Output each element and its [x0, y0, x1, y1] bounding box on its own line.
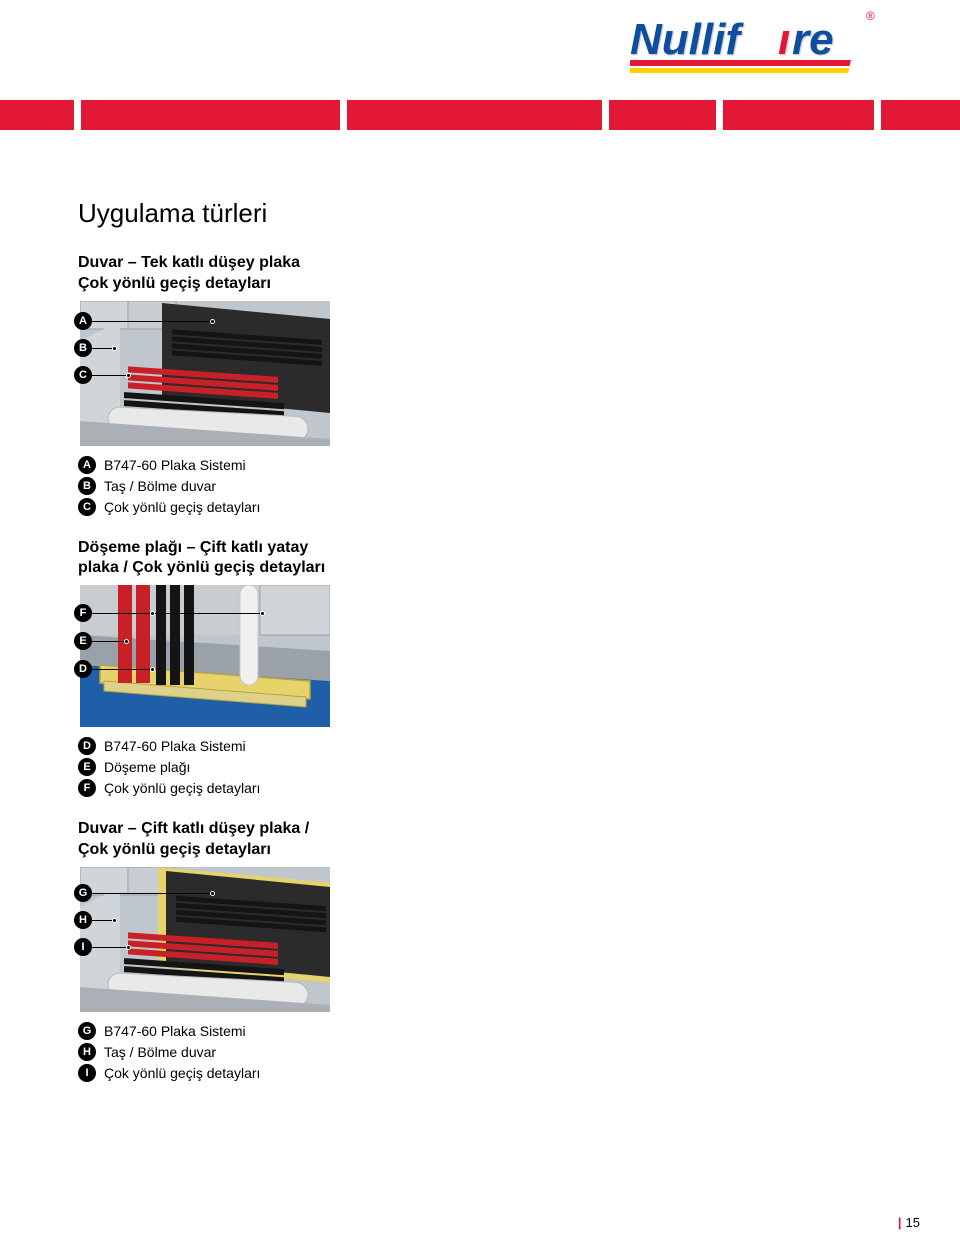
section-3-title-line-2: Çok yönlü geçiş detayları	[78, 841, 271, 858]
section-2-title-line-1: Döşeme plağı – Çift katlı yatay	[78, 539, 308, 556]
section-3: Duvar – Çift katlı düşey plaka / Çok yön…	[78, 819, 478, 1082]
section-1-title: Duvar – Tek katlı düşey plaka Çok yönlü …	[78, 253, 478, 295]
legend-text-i: Çok yönlü geçiş detayları	[104, 1065, 260, 1081]
marker-line	[92, 348, 114, 349]
header-gap	[602, 100, 609, 130]
legend-marker-b: B	[78, 477, 96, 495]
section-2: Döşeme plağı – Çift katlı yatay plaka / …	[78, 538, 478, 798]
legend-row: B Taş / Bölme duvar	[78, 477, 478, 495]
marker-line	[92, 669, 152, 670]
section-2-title: Döşeme plağı – Çift katlı yatay plaka / …	[78, 538, 478, 580]
legend-marker-f: F	[78, 779, 96, 797]
marker-dot	[126, 373, 131, 378]
legend-marker-e: E	[78, 758, 96, 776]
diagram-marker-a: A	[74, 312, 92, 330]
marker-line	[92, 920, 114, 921]
brand-logo: Nullif ı re ®	[630, 8, 880, 78]
diagram-marker-h: H	[74, 911, 92, 929]
marker-dot	[112, 346, 117, 351]
header-gap	[874, 100, 881, 130]
diagram-marker-g: G	[74, 884, 92, 902]
marker-line	[92, 375, 128, 376]
logo-text-accent: ı	[778, 15, 790, 64]
section-3-diagram-wrap: G H I	[78, 867, 338, 1012]
legend-marker-d: D	[78, 737, 96, 755]
marker-dot	[126, 945, 131, 950]
marker-line	[92, 893, 212, 894]
logo-underline-yellow	[630, 68, 849, 73]
legend-text-f: Çok yönlü geçiş detayları	[104, 780, 260, 796]
legend-text-d: B747-60 Plaka Sistemi	[104, 738, 246, 754]
section-1: Duvar – Tek katlı düşey plaka Çok yönlü …	[78, 253, 478, 516]
marker-dot	[210, 319, 215, 324]
section-2-diagram-wrap: F E D	[78, 585, 338, 727]
marker-dot	[112, 918, 117, 923]
section-3-title-line-1: Duvar – Çift katlı düşey plaka /	[78, 820, 309, 837]
section-3-title: Duvar – Çift katlı düşey plaka / Çok yön…	[78, 819, 478, 861]
logo-underline-red	[630, 60, 851, 66]
section-1-diagram	[80, 301, 330, 446]
legend-text-e: Döşeme plağı	[104, 759, 190, 775]
legend-row: C Çok yönlü geçiş detayları	[78, 498, 478, 516]
legend-row: F Çok yönlü geçiş detayları	[78, 779, 478, 797]
section-1-title-line-1: Duvar – Tek katlı düşey plaka	[78, 254, 300, 271]
diagram-marker-c: C	[74, 366, 92, 384]
main-content: Uygulama türleri Duvar – Tek katlı düşey…	[78, 198, 478, 1104]
marker-line	[92, 947, 128, 948]
header-gap	[74, 100, 81, 130]
marker-line	[92, 613, 262, 614]
legend-marker-a: A	[78, 456, 96, 474]
marker-line	[92, 641, 126, 642]
legend-text-a: B747-60 Plaka Sistemi	[104, 457, 246, 473]
page-number-bar: |	[898, 1215, 902, 1230]
page-number-value: 15	[906, 1215, 920, 1230]
legend-row: A B747-60 Plaka Sistemi	[78, 456, 478, 474]
section-2-diagram	[80, 585, 330, 727]
legend-row: H Taş / Bölme duvar	[78, 1043, 478, 1061]
legend-marker-g: G	[78, 1022, 96, 1040]
legend-text-c: Çok yönlü geçiş detayları	[104, 499, 260, 515]
page-number: | 15	[898, 1215, 920, 1230]
marker-dot	[210, 891, 215, 896]
header-gap	[716, 100, 723, 130]
legend-text-g: B747-60 Plaka Sistemi	[104, 1023, 246, 1039]
marker-line	[92, 321, 212, 322]
page-title: Uygulama türleri	[78, 198, 478, 229]
legend-text-h: Taş / Bölme duvar	[104, 1044, 216, 1060]
header-gap	[340, 100, 347, 130]
legend-marker-c: C	[78, 498, 96, 516]
legend-row: G B747-60 Plaka Sistemi	[78, 1022, 478, 1040]
logo-registered: ®	[866, 9, 875, 23]
header-bar	[0, 100, 960, 130]
section-1-legend: A B747-60 Plaka Sistemi B Taş / Bölme du…	[78, 456, 478, 516]
legend-row: E Döşeme plağı	[78, 758, 478, 776]
section-3-diagram	[80, 867, 330, 1012]
logo-text-end: re	[792, 15, 834, 64]
diagram-marker-b: B	[74, 339, 92, 357]
diagram-marker-i: I	[74, 938, 92, 956]
section-2-legend: D B747-60 Plaka Sistemi E Döşeme plağı F…	[78, 737, 478, 797]
section-1-title-line-2: Çok yönlü geçiş detayları	[78, 275, 271, 292]
legend-marker-i: I	[78, 1064, 96, 1082]
legend-row: D B747-60 Plaka Sistemi	[78, 737, 478, 755]
logo-text-main: Nullif	[630, 15, 744, 64]
section-1-diagram-wrap: A B C	[78, 301, 338, 446]
legend-text-b: Taş / Bölme duvar	[104, 478, 216, 494]
legend-row: I Çok yönlü geçiş detayları	[78, 1064, 478, 1082]
section-2-title-line-2: plaka / Çok yönlü geçiş detayları	[78, 559, 325, 576]
legend-marker-h: H	[78, 1043, 96, 1061]
section-3-legend: G B747-60 Plaka Sistemi H Taş / Bölme du…	[78, 1022, 478, 1082]
